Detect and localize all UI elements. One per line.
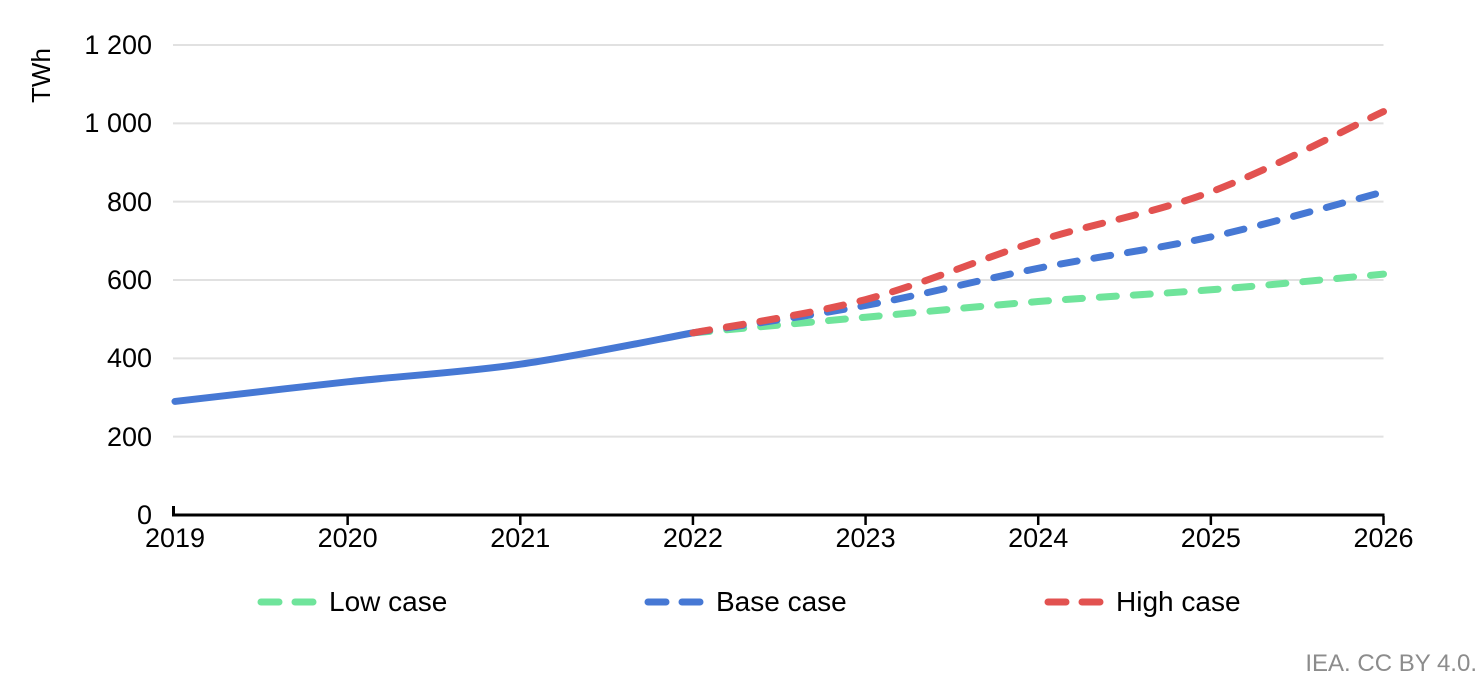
x-tick-label-2023: 2023 (835, 523, 896, 553)
base-case-dash-icon (644, 598, 704, 606)
legend-label-base-case: Base case (716, 586, 847, 617)
credit-text: IEA. CC BY 4.0. (1305, 650, 1477, 677)
legend-item-base-case: Base case (643, 586, 847, 618)
y-tick-label-1000: 1 000 (84, 108, 152, 139)
y-tick-label-1200: 1 200 (84, 30, 152, 60)
x-tick-label-2019: 2019 (144, 523, 206, 553)
low-case-dash-icon (257, 598, 317, 606)
high-case-dash-icon (1044, 598, 1104, 606)
y-tick-label-800: 800 (106, 186, 152, 217)
y-tick-label-200: 200 (106, 421, 152, 452)
legend-label-high-case: High case (1116, 586, 1241, 617)
x-tick-label-2024: 2024 (1008, 523, 1069, 553)
legend-item-high-case: High case (1043, 586, 1241, 618)
y-tick-label-600: 600 (106, 265, 152, 295)
legend-label-low-case: Low case (329, 586, 448, 617)
y-tick-label-400: 400 (106, 343, 152, 374)
x-tick-label-2020: 2020 (317, 523, 378, 553)
series-line-historical (171, 329, 697, 405)
x-tick-label-2025: 2025 (1180, 523, 1241, 553)
series-line-low-case (689, 270, 1387, 337)
series-line-high-case (689, 108, 1387, 337)
y-tick-label-0: 0 (136, 500, 152, 530)
legend-item-low-case: Low case (256, 586, 447, 618)
x-tick-label-2022: 2022 (662, 523, 723, 553)
x-tick-label-2021: 2021 (490, 523, 551, 553)
x-tick-label-2026: 2026 (1353, 523, 1414, 553)
